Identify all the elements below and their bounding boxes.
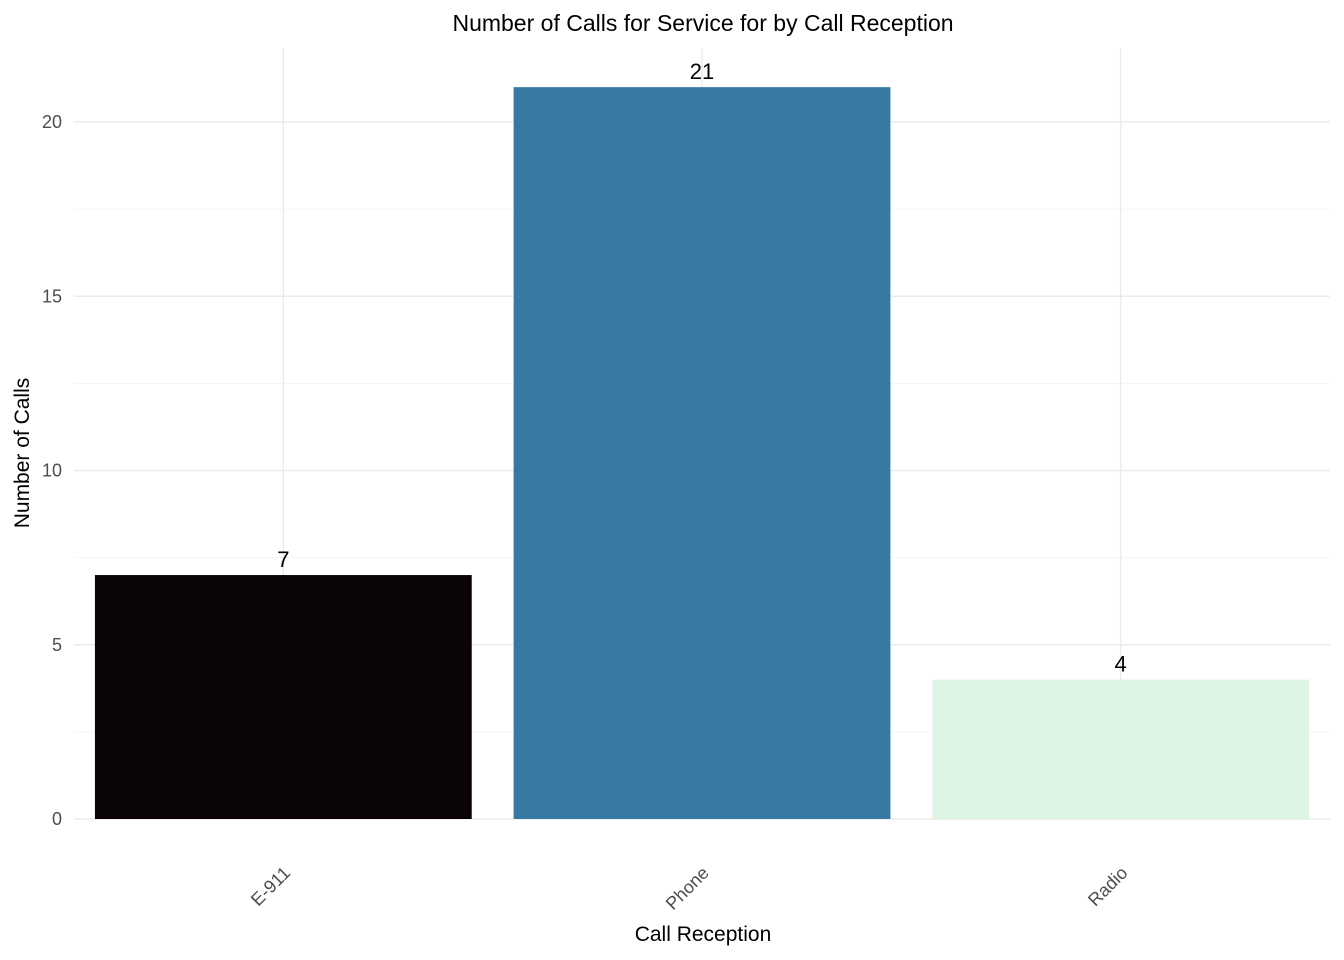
x-tick-label: Radio — [1084, 863, 1131, 910]
y-tick-label: 0 — [52, 809, 62, 829]
y-axis-ticks: 0 5 10 15 20 — [42, 112, 62, 829]
bars — [94, 87, 1310, 819]
data-label: 7 — [277, 547, 289, 572]
data-labels: 7 21 4 — [277, 59, 1127, 676]
bar-e-911 — [94, 575, 472, 819]
y-tick-label: 5 — [52, 635, 62, 655]
y-tick-label: 20 — [42, 112, 62, 132]
data-label: 4 — [1115, 652, 1127, 677]
x-axis-ticks: E-911 Phone Radio — [247, 863, 1131, 914]
x-axis-title: Call Reception — [635, 923, 772, 946]
x-tick-label: Phone — [662, 863, 713, 914]
y-axis-title: Number of Calls — [11, 378, 34, 529]
x-tick-label: E-911 — [247, 863, 294, 910]
y-tick-label: 10 — [42, 461, 62, 481]
bar-phone — [513, 87, 891, 819]
y-tick-label: 15 — [42, 286, 62, 306]
chart-title: Number of Calls for Service for by Call … — [452, 10, 953, 36]
data-label: 21 — [690, 59, 714, 84]
bar-radio — [932, 679, 1310, 819]
